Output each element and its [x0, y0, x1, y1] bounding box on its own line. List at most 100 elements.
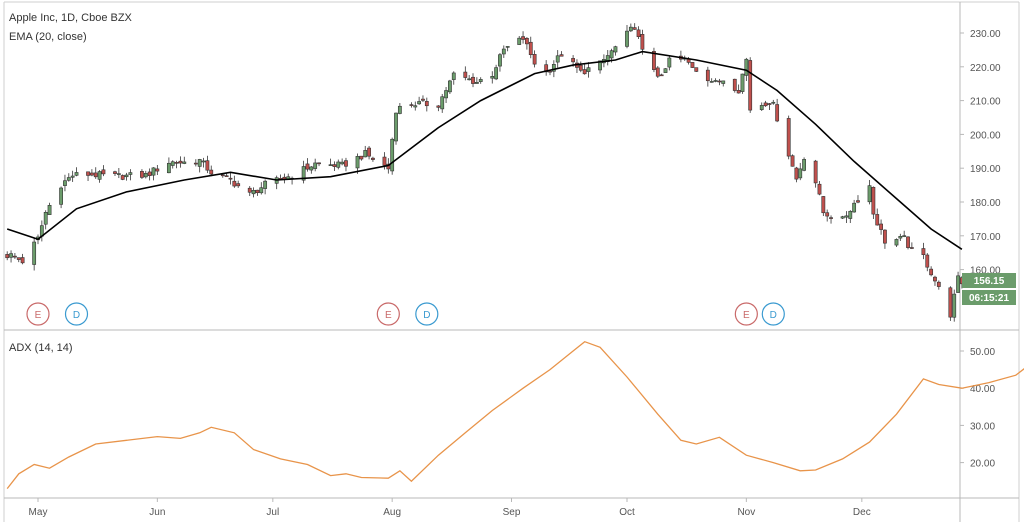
candle-body-up — [197, 159, 202, 167]
candle-body-up — [709, 81, 714, 83]
candle — [936, 280, 941, 290]
candle-body-down — [790, 155, 795, 167]
candle — [717, 78, 722, 86]
candle-body-up — [586, 67, 591, 72]
candle — [444, 86, 448, 104]
candle — [871, 186, 876, 220]
earnings-marker[interactable]: E — [26, 302, 50, 326]
candle-body-down — [236, 183, 241, 187]
candle-body-down — [317, 162, 321, 165]
candle-body-up — [721, 80, 726, 84]
candle — [336, 159, 341, 170]
earnings-marker[interactable]: E — [376, 302, 400, 326]
candle-body-up — [844, 215, 849, 218]
candle-body-down — [93, 172, 98, 178]
candle — [359, 155, 364, 161]
candle-body-down — [140, 171, 144, 178]
candle — [478, 77, 483, 84]
candle-body-up — [598, 60, 602, 71]
candle — [659, 73, 664, 77]
candle — [70, 170, 75, 182]
candle — [771, 99, 776, 105]
candle — [66, 173, 71, 182]
earnings-marker-circle — [26, 302, 50, 326]
candle — [463, 66, 468, 81]
candle-body-down — [659, 74, 664, 77]
candle-body-down — [717, 80, 722, 83]
candle-body-down — [521, 36, 525, 40]
candle — [817, 181, 822, 196]
candle-body-up — [170, 161, 175, 166]
candle-body-down — [332, 164, 337, 167]
candle-body-up — [517, 37, 522, 45]
candle-body-up — [151, 167, 156, 176]
candle-body-up — [490, 76, 495, 79]
candle — [829, 215, 833, 224]
candle-body-up — [251, 190, 256, 195]
candle-body-down — [705, 69, 710, 82]
candle-body-down — [948, 287, 953, 318]
candle-body-down — [344, 160, 348, 167]
candle — [498, 53, 502, 72]
earnings-marker[interactable]: E — [734, 302, 758, 326]
candle-body-down — [220, 174, 225, 177]
candle — [263, 179, 268, 195]
candle — [182, 156, 187, 165]
candle-body-down — [871, 186, 876, 215]
candle-body-down — [5, 254, 10, 259]
candle — [471, 73, 475, 88]
candle — [663, 68, 668, 73]
candle-body-up — [494, 67, 499, 80]
candle — [47, 202, 52, 215]
candle — [790, 154, 795, 167]
dividend-marker[interactable]: D — [761, 302, 785, 326]
chart-title: Apple Inc, 1D, Cboe BZX — [9, 12, 133, 24]
candle — [86, 171, 90, 182]
candle — [690, 62, 695, 68]
candle-body-up — [902, 235, 907, 237]
candle-body-up — [956, 275, 960, 293]
candle — [902, 230, 907, 238]
candle — [721, 80, 726, 87]
candle — [786, 115, 791, 160]
dividend-marker[interactable]: D — [64, 302, 89, 326]
candle — [309, 166, 314, 174]
candle-body-up — [363, 150, 368, 158]
candle-body-up — [413, 105, 418, 108]
candle — [124, 172, 129, 181]
price-axis[interactable]: 230.00 220.00 210.00 200.00 190.00 180.00 170.… — [960, 29, 1001, 277]
last-price-tag — [962, 273, 1016, 288]
candle — [201, 157, 206, 168]
candle-body-up — [259, 187, 264, 194]
candle — [151, 167, 156, 181]
candle — [174, 160, 179, 169]
candle — [448, 79, 452, 95]
candle-body-down — [367, 147, 371, 157]
candle-body-down — [255, 189, 260, 194]
candle — [236, 180, 241, 188]
candle-body-up — [47, 205, 52, 215]
candle — [421, 95, 425, 103]
candle — [363, 145, 368, 158]
candle — [247, 186, 252, 197]
price-tick-label: 180.00 — [970, 198, 1001, 209]
time-axis[interactable]: May Jun Jul Aug Sep Oct Nov Dec — [29, 498, 871, 518]
candle — [559, 51, 564, 57]
candle — [205, 155, 210, 174]
candle-body-up — [478, 79, 483, 82]
dividend-marker[interactable]: D — [415, 302, 439, 326]
candle — [451, 71, 456, 85]
candle — [317, 162, 321, 167]
candle-body-up — [555, 55, 560, 63]
candle-body-down — [224, 175, 229, 178]
candle — [555, 50, 560, 68]
candle-body-down — [632, 27, 637, 30]
candle-body-down — [205, 160, 210, 171]
candle-body-up — [501, 48, 506, 55]
candle-body-up — [625, 30, 629, 47]
candle-body-down — [748, 60, 753, 111]
candle — [548, 70, 552, 76]
candle — [340, 158, 345, 166]
